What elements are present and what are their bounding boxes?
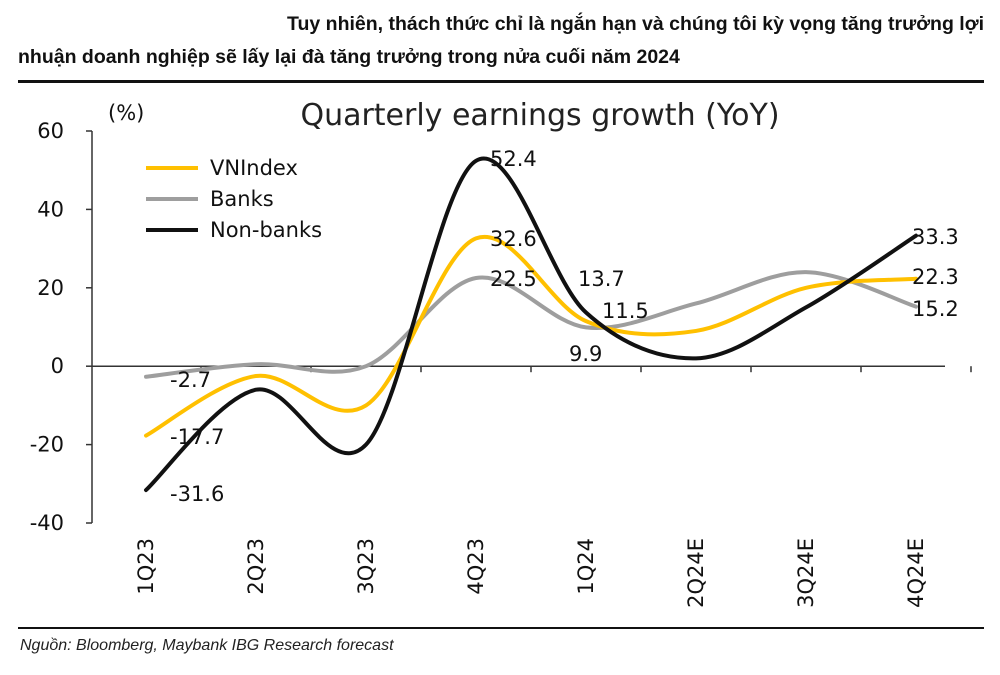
data-label: -17.7 [170, 425, 224, 449]
earnings-growth-chart: Quarterly earnings growth (YoY) (%) 60 40… [30, 98, 972, 608]
y-tick-label: 20 [37, 276, 64, 300]
x-tick-label: 3Q23 [354, 538, 378, 595]
x-tick-label: 3Q24E [794, 538, 818, 608]
data-label: 9.9 [569, 342, 602, 366]
series-line-non-banks [144, 156, 918, 493]
data-label: 52.4 [490, 147, 537, 171]
series-line-vnindex [144, 234, 918, 438]
chart-title: Quarterly earnings growth (YoY) [300, 98, 779, 133]
x-tick-label: 2Q24E [684, 538, 708, 608]
heading: Tuy nhiên, thách thức chỉ là ngắn hạn và… [18, 8, 984, 74]
data-label: 15.2 [912, 297, 959, 321]
data-label: 22.3 [912, 265, 959, 289]
x-tick-label: 1Q24 [574, 538, 598, 595]
data-label: 33.3 [912, 225, 959, 249]
x-tick-label: 4Q24E [904, 538, 928, 608]
legend: VNIndex Banks Non-banks [146, 156, 322, 242]
legend-label-banks: Banks [210, 187, 274, 211]
top-rule [18, 80, 984, 83]
heading-line1: Tuy nhiên, thách thức chỉ là ngắn hạn và… [287, 13, 984, 35]
x-tick-label: 1Q23 [134, 538, 158, 595]
data-label: 22.5 [490, 267, 537, 291]
y-tick-label: 60 [37, 119, 64, 143]
x-tick-label: 2Q23 [244, 538, 268, 595]
series-lines [144, 156, 918, 493]
data-label: -2.7 [170, 368, 211, 392]
heading-line2: nhuận doanh nghiệp sẽ lấy lại đà tăng tr… [18, 46, 680, 68]
y-tick-label: 40 [37, 197, 64, 221]
legend-label-non-banks: Non-banks [210, 218, 322, 242]
data-label: -31.6 [170, 482, 224, 506]
data-label: 32.6 [490, 227, 537, 251]
series-line-banks [144, 270, 918, 379]
legend-label-vnindex: VNIndex [210, 156, 298, 180]
axes: 60 40 20 0 -20 -40 1Q23 2Q23 3Q23 4Q23 1Q24 2Q24E 3Q… [30, 119, 972, 608]
source-note: Nguồn: Bloomberg, Maybank IBG Research f… [20, 637, 394, 654]
x-tick-label: 4Q23 [464, 538, 488, 595]
y-tick-label: -20 [30, 433, 64, 457]
bottom-rule [18, 627, 984, 629]
y-tick-label: -40 [30, 511, 64, 535]
y-unit-label: (%) [108, 101, 144, 125]
data-label: 11.5 [602, 299, 649, 323]
data-label: 13.7 [578, 267, 625, 291]
data-labels: -2.7 -17.7 -31.6 52.4 32.6 22.5 13.7 11.59.9 33.… [170, 147, 959, 506]
y-tick-label: 0 [51, 354, 64, 378]
